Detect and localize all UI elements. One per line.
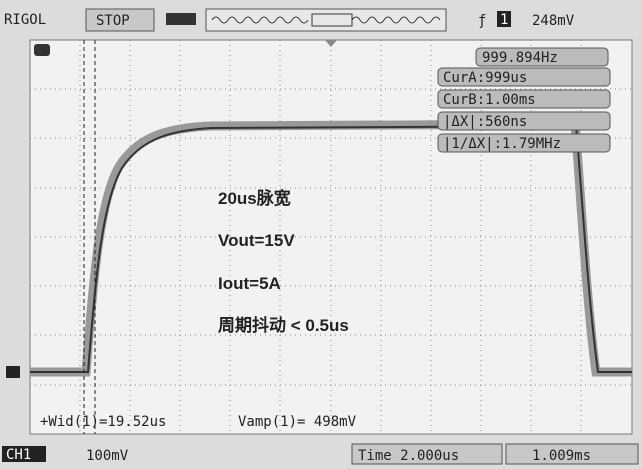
annotation: Iout=5A xyxy=(218,274,281,293)
channel-label: CH1 xyxy=(6,447,31,463)
frequency: 999.894Hz xyxy=(482,50,558,66)
memory-icon xyxy=(166,13,196,25)
run-status: STOP xyxy=(96,13,130,29)
cursor-b-value: CurB:1.00ms xyxy=(443,92,536,108)
time-box xyxy=(351,443,503,465)
channel-marker xyxy=(6,366,20,378)
trigger-marker xyxy=(34,44,50,56)
time-base: Time 2.000us xyxy=(358,448,459,464)
cursor-a-value: CurA:999us xyxy=(443,70,527,86)
channel-box xyxy=(2,446,46,462)
freq-box xyxy=(475,47,609,67)
trigger-level: 248mV xyxy=(532,13,575,29)
inv-delta-box xyxy=(437,133,611,153)
waveform xyxy=(30,124,632,373)
trigger-channel-box xyxy=(497,11,511,27)
status-box xyxy=(85,8,155,32)
trigger-position xyxy=(325,40,337,47)
cur-b-box xyxy=(437,89,611,109)
waveform-envelope xyxy=(30,119,632,377)
inv-delta-x: |1/ΔX|:1.79MHz xyxy=(443,136,561,152)
cur-a-box xyxy=(437,67,611,87)
memory-bar xyxy=(205,8,447,32)
annotation: 周期抖动 < 0.5us xyxy=(218,315,349,335)
delta-x: |ΔX|:560ns xyxy=(443,114,527,130)
width-measure: +Wid(1)=19.52us xyxy=(40,414,166,430)
brand: RIGOL xyxy=(4,12,46,28)
trigger-edge: ƒ xyxy=(478,13,486,29)
trigger-channel: 1 xyxy=(500,12,508,28)
delta-box xyxy=(437,111,611,131)
volts-per-div: 100mV xyxy=(86,448,129,464)
vamp-measure: Vamp(1)= 498mV xyxy=(238,414,357,430)
time-offset: 1.009ms xyxy=(532,448,591,464)
annotation: Vout=15V xyxy=(218,231,295,250)
memory-waveform xyxy=(211,13,441,27)
offset-box xyxy=(505,443,639,465)
annotation: 20us脉宽 xyxy=(218,188,291,208)
